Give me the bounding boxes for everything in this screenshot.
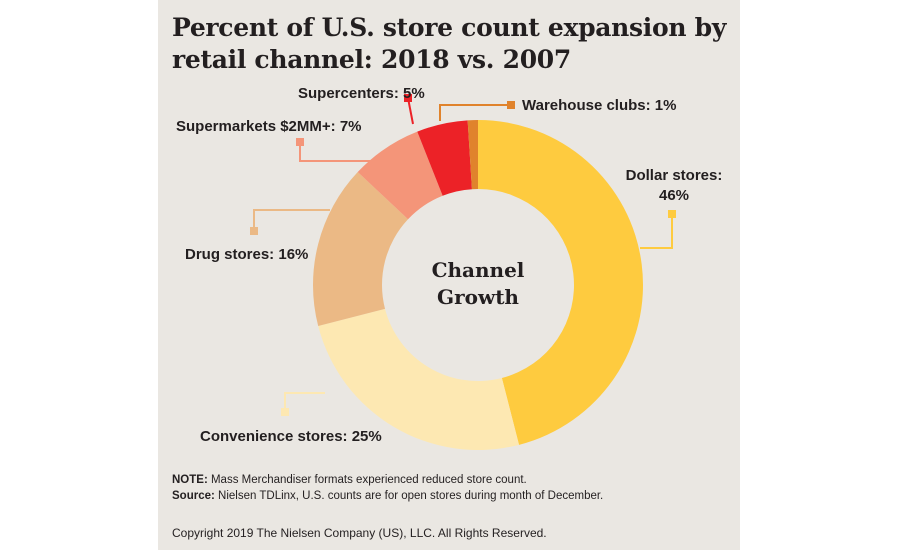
data-label-drug-stores: Drug stores: 16% bbox=[185, 246, 308, 263]
slice-convenience-stores bbox=[318, 308, 520, 450]
chart-title: Percent of U.S. store count expansion by… bbox=[172, 13, 727, 74]
leader-marker-dollar-stores bbox=[668, 210, 676, 218]
source-key: Source: bbox=[172, 490, 215, 502]
source-text: Nielsen TDLinx, U.S. counts are for open… bbox=[214, 490, 604, 502]
source-line: Source: Nielsen TDLinx, U.S. counts are … bbox=[172, 488, 732, 504]
center-label-line-1: Channel bbox=[432, 258, 525, 282]
data-label-supercenters: Supercenters: 5% bbox=[298, 85, 425, 102]
leader-line-dollar-stores bbox=[640, 214, 673, 249]
leader-line-drug-stores bbox=[253, 209, 330, 231]
leader-marker-supercenters bbox=[404, 94, 412, 102]
leader-marker-drug-stores bbox=[250, 227, 258, 235]
data-label-value-dollar-stores: 46% bbox=[659, 187, 689, 204]
notes: NOTE: Mass Merchandiser formats experien… bbox=[172, 472, 732, 504]
data-label-dollar-stores: Dollar stores: bbox=[626, 167, 723, 184]
leader-line-supermarkets-2mm bbox=[299, 142, 375, 162]
center-label-line-2: Growth bbox=[437, 285, 519, 309]
leader-marker-warehouse-clubs bbox=[507, 101, 515, 109]
data-label-supermarkets-2mm: Supermarkets $2MM+: 7% bbox=[176, 118, 362, 135]
copyright: Copyright 2019 The Nielsen Company (US),… bbox=[172, 526, 547, 540]
slice-supercenters bbox=[417, 120, 472, 196]
slice-supermarkets-2mm bbox=[357, 131, 443, 220]
leader-line-convenience-stores bbox=[284, 392, 325, 412]
leader-line-warehouse-clubs bbox=[439, 104, 511, 121]
note-line: NOTE: Mass Merchandiser formats experien… bbox=[172, 472, 732, 488]
slice-dollar-stores bbox=[478, 120, 643, 445]
note-key: NOTE: bbox=[172, 474, 208, 486]
data-label-convenience-stores: Convenience stores: 25% bbox=[200, 428, 382, 445]
leader-marker-supermarkets-2mm bbox=[296, 138, 304, 146]
slice-warehouse-clubs bbox=[467, 120, 478, 190]
leader-line-supercenters bbox=[407, 97, 414, 125]
data-label-warehouse-clubs: Warehouse clubs: 1% bbox=[522, 97, 676, 114]
slice-drug-stores bbox=[313, 172, 409, 327]
leader-marker-convenience-stores bbox=[281, 408, 289, 416]
infographic-panel bbox=[158, 0, 740, 550]
note-text: Mass Merchandiser formats experienced re… bbox=[207, 474, 527, 486]
